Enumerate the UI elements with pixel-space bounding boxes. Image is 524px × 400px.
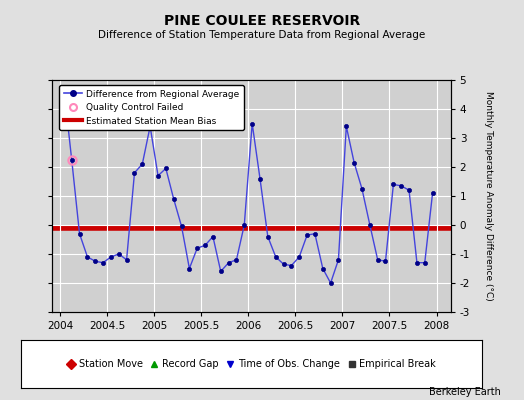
Legend: Difference from Regional Average, Quality Control Failed, Estimated Station Mean: Difference from Regional Average, Qualit… [59,85,244,130]
Text: Berkeley Earth: Berkeley Earth [429,387,500,397]
Y-axis label: Monthly Temperature Anomaly Difference (°C): Monthly Temperature Anomaly Difference (… [484,91,493,301]
Legend: Station Move, Record Gap, Time of Obs. Change, Empirical Break: Station Move, Record Gap, Time of Obs. C… [63,355,440,373]
Text: Difference of Station Temperature Data from Regional Average: Difference of Station Temperature Data f… [99,30,425,40]
Text: PINE COULEE RESERVOIR: PINE COULEE RESERVOIR [164,14,360,28]
